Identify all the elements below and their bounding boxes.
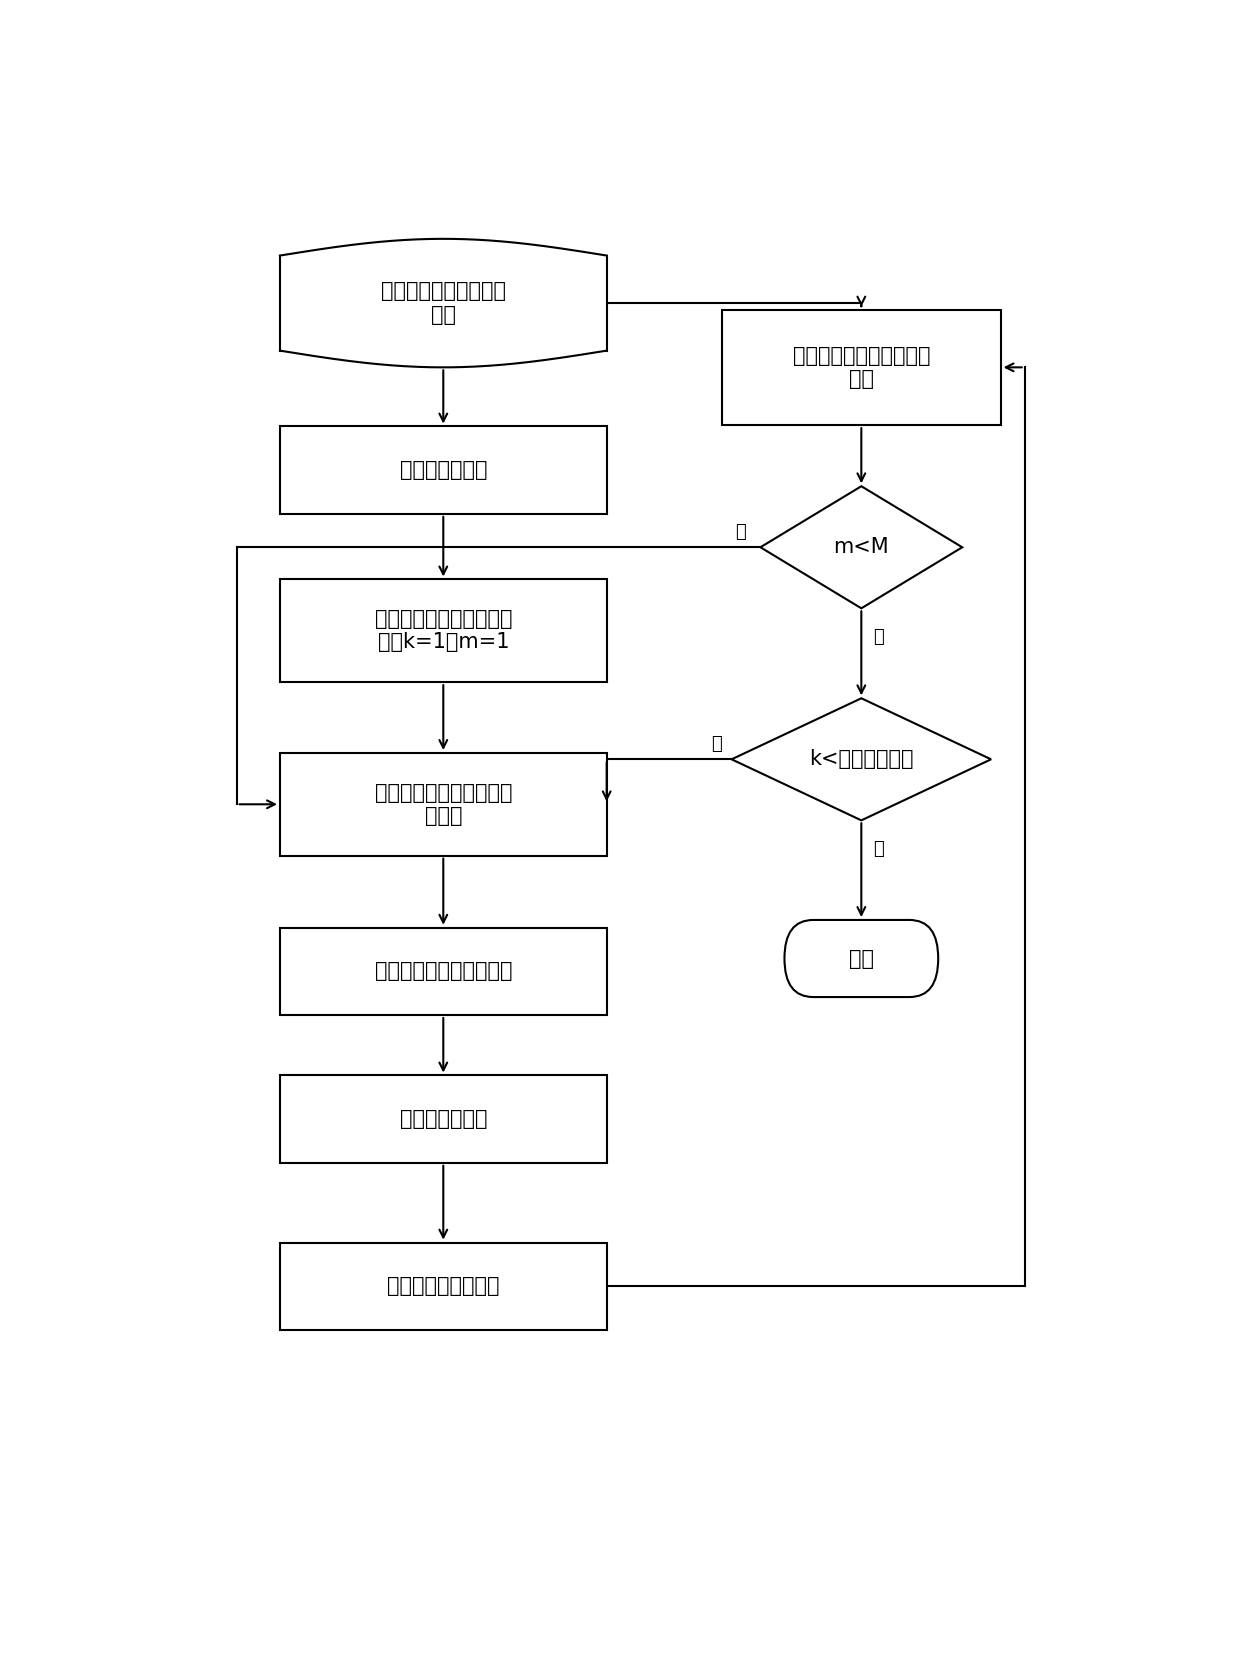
- FancyBboxPatch shape: [280, 1242, 606, 1330]
- Text: 是: 是: [873, 628, 884, 646]
- Text: 否: 否: [873, 840, 884, 858]
- FancyBboxPatch shape: [785, 920, 939, 996]
- FancyBboxPatch shape: [280, 427, 606, 514]
- Text: 按照车辆类别进行编码，
并置k=1，m=1: 按照车辆类别进行编码， 并置k=1，m=1: [374, 609, 512, 653]
- Text: k<最大迭代次数: k<最大迭代次数: [808, 749, 914, 769]
- Polygon shape: [732, 698, 991, 821]
- Text: 按照适应度排序进行选择: 按照适应度排序进行选择: [374, 961, 512, 981]
- Text: 第一阶段电动汽车优化
结果: 第一阶段电动汽车优化 结果: [381, 282, 506, 325]
- FancyBboxPatch shape: [280, 753, 606, 856]
- FancyBboxPatch shape: [722, 309, 1001, 426]
- Polygon shape: [760, 486, 962, 608]
- Text: m<M: m<M: [833, 537, 889, 557]
- Text: 形成新种群，并计算目标
函数: 形成新种群，并计算目标 函数: [792, 345, 930, 389]
- FancyBboxPatch shape: [280, 1075, 606, 1163]
- Text: 否: 否: [735, 522, 746, 541]
- Text: 修改交叉率和变异率: 修改交叉率和变异率: [387, 1277, 500, 1297]
- FancyBboxPatch shape: [280, 928, 606, 1015]
- Text: 解码并计算目标函数以及
适应度: 解码并计算目标函数以及 适应度: [374, 783, 512, 826]
- Polygon shape: [280, 255, 606, 350]
- Text: 进行交叉、变异: 进行交叉、变异: [399, 1110, 487, 1130]
- Text: 对车辆进行分类: 对车辆进行分类: [399, 461, 487, 481]
- Text: 是: 是: [712, 734, 722, 753]
- FancyBboxPatch shape: [280, 579, 606, 683]
- Text: 结束: 结束: [849, 948, 874, 968]
